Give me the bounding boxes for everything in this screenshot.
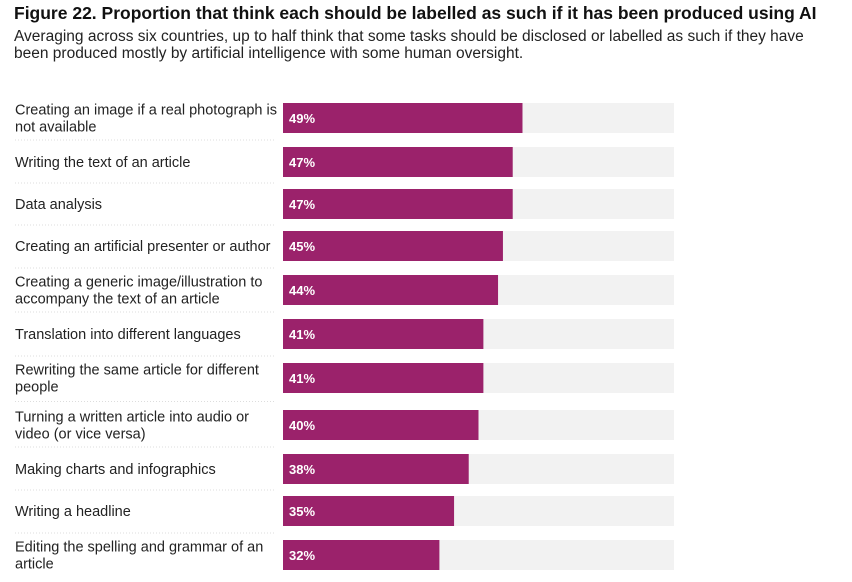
bar — [283, 496, 455, 526]
category-label-line: people — [15, 380, 59, 396]
category-label-line: Creating an artificial presenter or auth… — [15, 239, 271, 255]
category-label-line: Rewriting the same article for different — [15, 363, 259, 379]
category-label-line: accompany the text of an article — [15, 292, 220, 308]
category-label-line: not available — [15, 120, 96, 136]
category-label-line: Data analysis — [15, 197, 102, 213]
bar — [283, 363, 484, 393]
bar-value-label: 35% — [289, 504, 315, 519]
category-label-line: Turning a written article into audio or — [15, 410, 249, 426]
bar — [283, 275, 499, 305]
category-label-line: Writing a headline — [15, 504, 131, 520]
category-label-line: Creating an image if a real photograph i… — [15, 103, 277, 119]
bar — [283, 319, 484, 349]
category-label: Creating an artificial presenter or auth… — [15, 239, 271, 255]
category-label-line: Editing the spelling and grammar of an — [15, 540, 263, 556]
bar-value-label: 49% — [289, 111, 315, 126]
bar-value-label: 47% — [289, 197, 315, 212]
category-label: Rewriting the same article for different… — [15, 363, 259, 396]
bar — [283, 231, 503, 261]
category-label: Editing the spelling and grammar of an ar… — [15, 540, 263, 573]
bar-value-label: 41% — [289, 327, 315, 342]
bar — [283, 147, 513, 177]
chart-subtitle: Averaging across six countries, up to ha… — [14, 28, 804, 62]
category-label: Translation into different languages — [15, 327, 241, 343]
bar — [283, 540, 440, 570]
bar-value-label: 40% — [289, 418, 315, 433]
bar — [283, 189, 513, 219]
chart-title: Figure 22. Proportion that think each sh… — [14, 3, 817, 23]
category-label: Data analysis — [15, 197, 102, 213]
category-label: Creating an image if a real photograph i… — [15, 103, 277, 136]
category-label: Making charts and infographics — [15, 462, 216, 478]
category-label: Writing a headline — [15, 504, 131, 520]
category-label-line: Creating a generic image/illustration to — [15, 275, 262, 291]
category-label-line: video (or vice versa) — [15, 427, 146, 443]
bar-value-label: 47% — [289, 155, 315, 170]
bar-value-label: 32% — [289, 548, 315, 563]
category-label-line: Making charts and infographics — [15, 462, 216, 478]
bar-value-label: 45% — [289, 239, 315, 254]
category-label-line: Writing the text of an article — [15, 155, 190, 171]
bar-value-label: 41% — [289, 371, 315, 386]
category-label: Writing the text of an article — [15, 155, 190, 171]
category-label-line: Translation into different languages — [15, 327, 241, 343]
bar — [283, 410, 479, 440]
category-label: Creating a generic image/illustration to… — [15, 275, 262, 308]
bar-value-label: 38% — [289, 462, 315, 477]
category-label-line: article — [15, 557, 54, 573]
bar-value-label: 44% — [289, 283, 315, 298]
category-label: Turning a written article into audio or v… — [15, 410, 249, 443]
bar — [283, 454, 469, 484]
bar — [283, 103, 523, 133]
